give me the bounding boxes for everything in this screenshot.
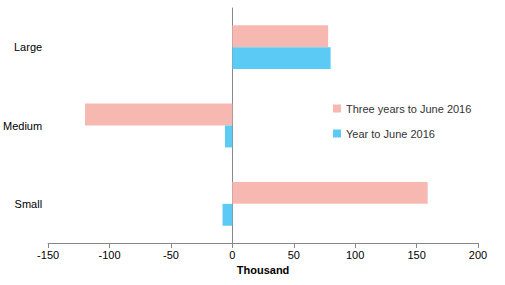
svg-text:Large: Large	[14, 41, 42, 53]
svg-text:150: 150	[407, 249, 425, 261]
svg-text:Thousand: Thousand	[237, 264, 290, 276]
svg-text:200: 200	[469, 249, 487, 261]
svg-text:Medium: Medium	[3, 120, 42, 132]
svg-text:-50: -50	[163, 249, 179, 261]
svg-text:50: 50	[288, 249, 300, 261]
svg-text:100: 100	[346, 249, 364, 261]
svg-text:-150: -150	[37, 249, 59, 261]
svg-text:Small: Small	[15, 198, 43, 210]
svg-text:Three years to June 2016: Three years to June 2016	[346, 103, 471, 115]
svg-text:0: 0	[229, 249, 235, 261]
svg-text:-100: -100	[99, 249, 121, 261]
svg-text:Year to June 2016: Year to June 2016	[346, 128, 435, 140]
